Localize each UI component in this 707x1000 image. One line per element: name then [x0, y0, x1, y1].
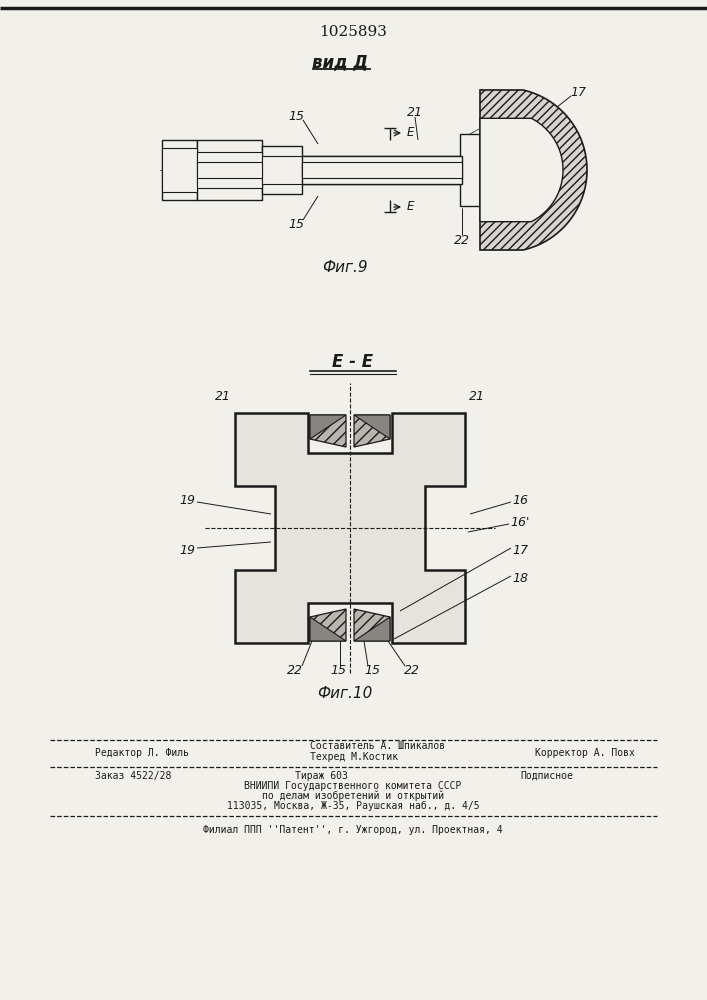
- Text: 22: 22: [287, 664, 303, 678]
- Polygon shape: [310, 609, 346, 641]
- Text: 18: 18: [512, 572, 528, 584]
- Text: Е - Е: Е - Е: [332, 353, 373, 371]
- Text: ВНИИПИ Государственного комитета СССР: ВНИИПИ Государственного комитета СССР: [245, 781, 462, 791]
- Text: по делам изобретений и открытий: по делам изобретений и открытий: [262, 791, 444, 801]
- Text: E: E: [407, 125, 414, 138]
- Text: Корректор А. Повх: Корректор А. Повх: [535, 748, 635, 758]
- Bar: [162, 140, 197, 200]
- Polygon shape: [235, 413, 465, 643]
- Text: вид Д: вид Д: [312, 53, 368, 71]
- Polygon shape: [354, 415, 390, 439]
- Text: Фиг.9: Фиг.9: [322, 260, 368, 275]
- Text: Фиг.10: Фиг.10: [317, 686, 373, 700]
- Bar: [262, 146, 302, 194]
- Text: 113035, Москва, Ж-35, Раушская наб., д. 4/5: 113035, Москва, Ж-35, Раушская наб., д. …: [227, 801, 479, 811]
- Bar: [460, 134, 480, 206]
- Text: 21: 21: [407, 105, 423, 118]
- Text: Составитель А. Шпикалов: Составитель А. Шпикалов: [310, 741, 445, 751]
- Text: Подписное: Подписное: [520, 771, 573, 781]
- Text: 19: 19: [179, 544, 195, 556]
- Polygon shape: [354, 609, 390, 641]
- Text: 15: 15: [288, 218, 304, 231]
- Bar: [197, 140, 262, 200]
- Text: Техред М.Костик: Техред М.Костик: [310, 752, 398, 762]
- Text: 21: 21: [215, 390, 231, 403]
- Text: 1025893: 1025893: [319, 25, 387, 39]
- Polygon shape: [310, 415, 346, 439]
- Text: 16: 16: [560, 155, 576, 168]
- Text: 22: 22: [454, 233, 470, 246]
- Text: Филиал ППП ''Патент'', г. Ужгород, ул. Проектная, 4: Филиал ППП ''Патент'', г. Ужгород, ул. П…: [203, 825, 503, 835]
- Polygon shape: [310, 617, 346, 641]
- Text: 17: 17: [570, 86, 586, 99]
- Bar: [302, 162, 460, 178]
- Text: E: E: [407, 200, 414, 213]
- Text: 19: 19: [179, 493, 195, 506]
- Text: Тираж 603: Тираж 603: [295, 771, 348, 781]
- Bar: [197, 152, 262, 188]
- Text: 15: 15: [330, 664, 346, 678]
- Bar: [197, 162, 262, 178]
- Bar: [302, 156, 462, 184]
- Polygon shape: [310, 415, 346, 447]
- Bar: [262, 156, 302, 184]
- Text: 22: 22: [404, 664, 420, 678]
- Bar: [302, 162, 462, 178]
- Polygon shape: [480, 90, 587, 250]
- Text: 16': 16': [510, 516, 530, 528]
- Text: 17: 17: [512, 544, 528, 556]
- Polygon shape: [354, 415, 390, 447]
- Text: 16: 16: [512, 493, 528, 506]
- Polygon shape: [480, 118, 563, 222]
- Text: Заказ 4522/28: Заказ 4522/28: [95, 771, 171, 781]
- Text: 15: 15: [364, 664, 380, 678]
- Text: Редактор Л. Филь: Редактор Л. Филь: [95, 748, 189, 758]
- Bar: [302, 156, 460, 184]
- Bar: [162, 148, 197, 192]
- Text: 15: 15: [288, 109, 304, 122]
- Polygon shape: [354, 617, 390, 641]
- Text: 21: 21: [469, 390, 485, 403]
